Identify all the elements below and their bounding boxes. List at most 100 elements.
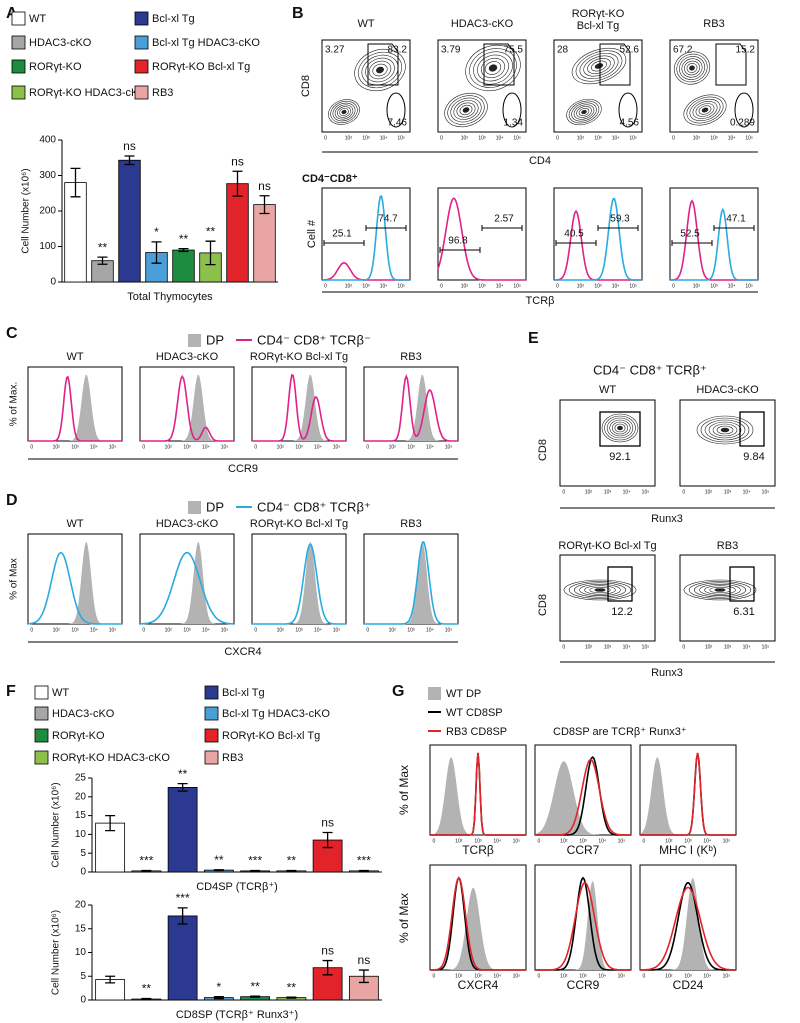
legend-label: RORγt-KO Bcl-xl Tg [222,730,320,742]
axis-tick-label: 0 [562,489,565,495]
bar [253,204,276,283]
contour [339,108,349,116]
axis-tick-label: 10⁴ [598,838,606,844]
axis-tick-label: 0 [324,135,327,141]
x-axis-label: TCRβ [526,295,555,307]
legend-swatch [188,334,201,347]
error-bar [70,167,81,198]
legend-label: RB3 [222,752,243,764]
legend-label: WT [52,687,69,699]
error-bar [177,782,188,792]
gate [729,566,755,602]
y-tick-label: 25 [75,773,87,784]
plot-frame [27,533,123,625]
plot-title: RB3 [400,518,421,530]
y-axis-label: Cell Number (x10⁶) [21,168,32,253]
contour [579,52,619,80]
panel-letter: G [392,683,404,700]
axis-tick-label: 10⁵ [629,283,637,289]
gate [671,240,713,246]
histogram [139,551,235,625]
axis-tick-label: 10⁴ [202,444,210,450]
legend-label: Bcl-xl Tg HDAC3-cKO [222,708,330,720]
axis-tick-label: 10³ [594,283,602,289]
legend-swatch [134,11,149,26]
histogram [670,207,758,281]
contour [594,588,606,592]
contour [573,582,627,598]
gate-label: CD4⁻CD8⁺ [302,173,358,185]
histogram [640,877,736,970]
x-axis-label: CCR9 [228,463,258,475]
y-tick-label: 5 [80,971,86,982]
contour [447,95,485,125]
contour [683,579,757,601]
legend-label: CD4⁻ CD8⁺ TCRβ⁻ [257,332,371,347]
axis-tick-label: 10⁴ [612,135,620,141]
gate [739,411,765,447]
histogram [535,881,631,971]
legend-label: HDAC3-cKO [52,708,115,720]
histogram [554,209,642,281]
gate-value: 47.1 [726,214,746,225]
plot-title: RB3 [717,540,738,552]
error-bar [178,247,189,253]
gate [483,43,515,86]
axis-tick-label: 10⁵ [513,838,521,844]
contour [337,106,351,118]
axis-tick-label: 10⁵ [762,644,770,650]
histogram [535,761,631,835]
contour [589,586,611,594]
axis-tick-label: 10³ [579,973,587,979]
histogram [640,881,736,971]
significance: ** [287,980,297,994]
axis-tick-label: 10⁵ [745,283,753,289]
significance: * [217,980,222,994]
error-bar [286,869,297,872]
contour [716,425,734,435]
axis-tick-label: 0 [30,627,33,633]
contour [584,585,616,595]
contour [568,581,632,599]
axis-tick-label: 10⁴ [380,135,388,141]
contour [700,417,750,443]
contour [693,582,747,598]
axis-tick-label: 10⁴ [426,444,434,450]
error-bar [105,975,116,984]
axis-tick-label: 10⁵ [221,627,229,633]
axis-tick-label: 10² [693,283,701,289]
axis-tick-label: 10² [345,135,353,141]
legend-swatch [204,685,219,700]
axis-tick-label: 0 [672,283,675,289]
axis-tick-label: 0 [142,444,145,450]
axis-tick-label: 10³ [478,135,486,141]
legend-label: RORγt-KO HDAC3-cKO [29,87,147,99]
contour [576,106,592,118]
contour [679,56,705,80]
axis-tick-label: 10⁵ [333,444,341,450]
histogram [640,757,736,835]
contour [606,417,634,439]
gate [323,240,365,246]
axis-tick-label: 10⁴ [90,444,98,450]
significance: ** [206,224,216,238]
axis-tick-label: 10⁴ [314,627,322,633]
contour [376,66,384,74]
significance: ** [98,240,108,254]
gate-value: 9.84 [743,451,764,463]
contour [480,57,506,79]
histogram [364,541,458,625]
contour [575,50,623,82]
histogram [28,551,122,625]
contour [473,51,513,85]
error-bar [250,995,261,998]
axis-tick-label: 10³ [579,838,587,844]
y-tick-label: 15 [75,810,87,821]
contour [591,60,607,72]
significance: *** [248,854,262,868]
contour [689,98,721,122]
contour [453,100,479,120]
axis-tick-label: 0 [537,838,540,844]
contour [604,415,636,441]
gate-value: 2.57 [494,214,514,225]
